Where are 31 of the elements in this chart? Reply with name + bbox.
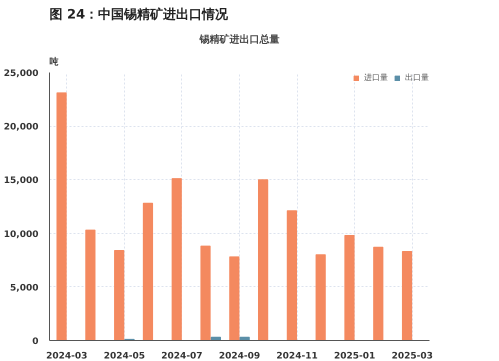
y-tick-label: 10,000 (4, 230, 39, 240)
chart-subtitle: 锡精矿进出口总量 (198, 34, 280, 46)
chart-title: 图 24：中国锡精矿进出口情况 (50, 6, 230, 22)
x-tick-label: 2025-03 (392, 352, 433, 361)
bar (85, 230, 96, 340)
x-tick-label: 2024-07 (161, 352, 203, 361)
legend-label: 进口量 (364, 72, 388, 83)
y-tick-label: 25,000 (4, 69, 39, 79)
y-tick-label: 0 (32, 337, 39, 347)
y-tick-label: 20,000 (4, 122, 39, 133)
bar (229, 256, 240, 340)
x-tick-label: 2024-05 (104, 352, 146, 361)
bar (56, 92, 67, 340)
y-tick-label: 15,000 (4, 176, 39, 186)
bar (114, 250, 124, 340)
bar (344, 234, 355, 340)
bar (316, 254, 326, 340)
x-tick-label: 2025-01 (334, 352, 376, 361)
bar (142, 202, 154, 340)
y-tick-label: 5,000 (10, 283, 38, 294)
bar (258, 179, 268, 340)
bar (200, 246, 211, 340)
x-tick-label: 2024-03 (46, 352, 88, 361)
legend-label: 出口量 (405, 72, 429, 83)
bar (172, 178, 182, 340)
x-tick-label: 2024-11 (276, 352, 318, 361)
bar (373, 246, 384, 340)
y-axis-title: 吨 (50, 56, 58, 68)
bar (402, 251, 412, 340)
x-tick-label: 2024-09 (218, 352, 260, 361)
bar (286, 210, 297, 340)
